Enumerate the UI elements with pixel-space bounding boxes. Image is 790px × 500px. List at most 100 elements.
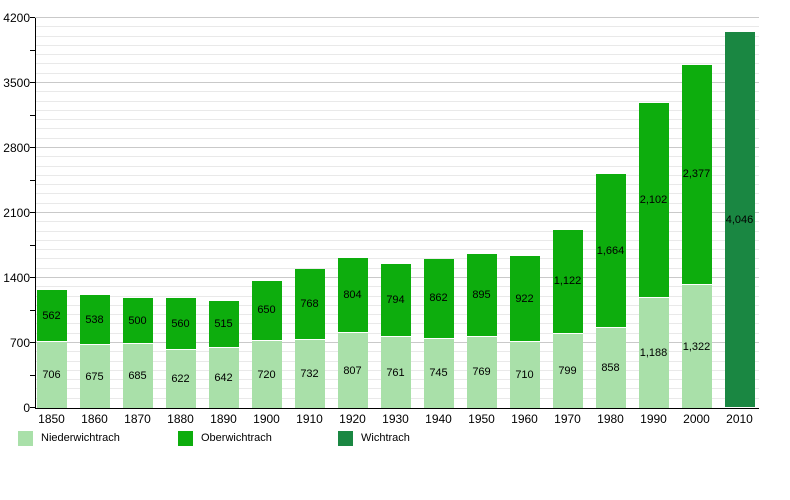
bar-value-label: 710 <box>515 369 534 382</box>
legend-label-wichtrach: Wichtrach <box>361 432 410 444</box>
legend-swatch-wichtrach <box>338 430 353 446</box>
y-axis-tick <box>30 179 35 181</box>
bar-segment-niederwichtrach-1870: 685 <box>122 344 153 408</box>
x-axis-label-1860: 1860 <box>81 412 108 426</box>
bar-value-label: 1,188 <box>639 346 668 359</box>
bar-value-label: 560 <box>171 317 190 330</box>
y-axis-tick <box>30 407 35 408</box>
y-axis-label: 3500 <box>3 76 30 90</box>
bar-segment-oberwichtrach-1930: 794 <box>380 263 411 338</box>
bar-value-label: 862 <box>429 292 448 305</box>
plot-area: 0 700 1400 2100 2800 3500 4200 706 562 675 538 685 5… <box>3 12 759 414</box>
bar-segment-oberwichtrach-1910: 768 <box>294 268 325 341</box>
bar-segment-niederwichtrach-1990: 1,188 <box>638 297 669 408</box>
bar-segment-niederwichtrach-1890: 642 <box>208 348 239 408</box>
y-axis-tick <box>30 147 35 148</box>
legend-label-niederwichtrach: Niederwichtrach <box>41 432 120 444</box>
bar-value-label: 768 <box>300 297 319 310</box>
x-axis-label-1980: 1980 <box>597 412 624 426</box>
bar-segment-oberwichtrach-1960: 922 <box>509 256 540 343</box>
y-axis-label: 700 <box>9 336 30 350</box>
y-axis-line <box>35 18 36 408</box>
bar-segment-niederwichtrach-1900: 720 <box>251 341 282 408</box>
bar-value-label: 675 <box>85 370 104 383</box>
x-axis-label-1870: 1870 <box>124 412 151 426</box>
x-axis-label-1930: 1930 <box>382 412 409 426</box>
bar-segment-niederwichtrach-1860: 675 <box>79 345 110 408</box>
x-axis-label-1890: 1890 <box>210 412 237 426</box>
gridline-minor <box>35 26 759 28</box>
x-axis-label-1850: 1850 <box>38 412 65 426</box>
y-axis-label: 2800 <box>3 141 30 155</box>
bar-value-label: 769 <box>472 366 491 379</box>
y-axis-label: 2100 <box>3 206 30 220</box>
bar-value-label: 4,046 <box>725 213 754 226</box>
y-axis-tick <box>30 277 35 278</box>
bar-segment-wichtrach-2010: 4,046 <box>724 32 755 408</box>
bar-segment-niederwichtrach-1960: 710 <box>509 342 540 408</box>
gridline-minor <box>35 72 759 74</box>
gridline-minor <box>35 100 759 102</box>
bar-value-label: 650 <box>257 304 276 317</box>
bar-value-label: 761 <box>386 366 405 379</box>
bar-segment-oberwichtrach-2000: 2,377 <box>681 64 712 286</box>
bar-value-label: 1,322 <box>682 340 711 353</box>
bar-value-label: 622 <box>171 373 190 386</box>
bar-segment-niederwichtrach-2000: 1,322 <box>681 285 712 408</box>
y-axis-tick <box>30 82 35 83</box>
x-axis-label-1880: 1880 <box>167 412 194 426</box>
x-axis-label-2000: 2000 <box>683 412 710 426</box>
bar-segment-oberwichtrach-1950: 895 <box>466 253 497 337</box>
bar-value-label: 807 <box>343 364 362 377</box>
x-axis-label-1990: 1990 <box>640 412 667 426</box>
legend-item-niederwichtrach: Niederwichtrach <box>18 430 120 446</box>
x-axis-label-1970: 1970 <box>554 412 581 426</box>
bar-value-label: 515 <box>214 317 233 330</box>
bar-segment-niederwichtrach-1950: 769 <box>466 336 497 408</box>
bar-value-label: 895 <box>472 288 491 301</box>
legend-item-oberwichtrach: Oberwichtrach <box>178 430 272 446</box>
bar-value-label: 858 <box>601 362 620 375</box>
y-axis-label: 0 <box>23 401 30 415</box>
y-axis-tick <box>30 212 35 213</box>
gridline-minor <box>35 44 759 46</box>
bar-segment-niederwichtrach-1980: 858 <box>595 328 626 408</box>
bar-value-label: 642 <box>214 372 233 385</box>
y-axis-label: 1400 <box>3 271 30 285</box>
x-axis-label-1900: 1900 <box>253 412 280 426</box>
gridline-major <box>35 17 759 18</box>
y-axis-label: 4200 <box>3 11 30 25</box>
x-axis-label-1920: 1920 <box>339 412 366 426</box>
y-axis-tick <box>30 309 35 311</box>
bar-value-label: 1,122 <box>553 275 582 288</box>
bar-value-label: 745 <box>429 367 448 380</box>
bar-segment-oberwichtrach-1900: 650 <box>251 280 282 342</box>
bar-segment-oberwichtrach-1850: 562 <box>36 290 67 343</box>
y-axis-tick <box>30 17 35 18</box>
bar-value-label: 562 <box>42 309 61 322</box>
bar-value-label: 2,377 <box>682 168 711 181</box>
gridline-minor <box>35 63 759 65</box>
bar-segment-niederwichtrach-1920: 807 <box>337 333 368 408</box>
bar-value-label: 685 <box>128 370 147 383</box>
bar-segment-niederwichtrach-1970: 799 <box>552 333 583 408</box>
bar-segment-oberwichtrach-1970: 1,122 <box>552 229 583 334</box>
bar-value-label: 799 <box>558 364 577 377</box>
legend-swatch-oberwichtrach <box>178 430 193 446</box>
y-axis-tick <box>30 49 35 51</box>
bar-segment-niederwichtrach-1940: 745 <box>423 338 454 408</box>
bar-segment-niederwichtrach-1930: 761 <box>380 337 411 408</box>
bar-value-label: 538 <box>85 313 104 326</box>
bar-value-label: 732 <box>300 368 319 381</box>
bar-segment-niederwichtrach-1910: 732 <box>294 340 325 408</box>
x-axis-label-1910: 1910 <box>296 412 323 426</box>
legend-item-wichtrach: Wichtrach <box>338 430 410 446</box>
bar-segment-oberwichtrach-1860: 538 <box>79 295 110 346</box>
bar-segment-oberwichtrach-1870: 500 <box>122 297 153 345</box>
bar-segment-oberwichtrach-1940: 862 <box>423 258 454 339</box>
bar-value-label: 720 <box>257 368 276 381</box>
bar-value-label: 500 <box>128 314 147 327</box>
y-axis-tick <box>30 114 35 116</box>
bar-segment-oberwichtrach-1990: 2,102 <box>638 102 669 298</box>
